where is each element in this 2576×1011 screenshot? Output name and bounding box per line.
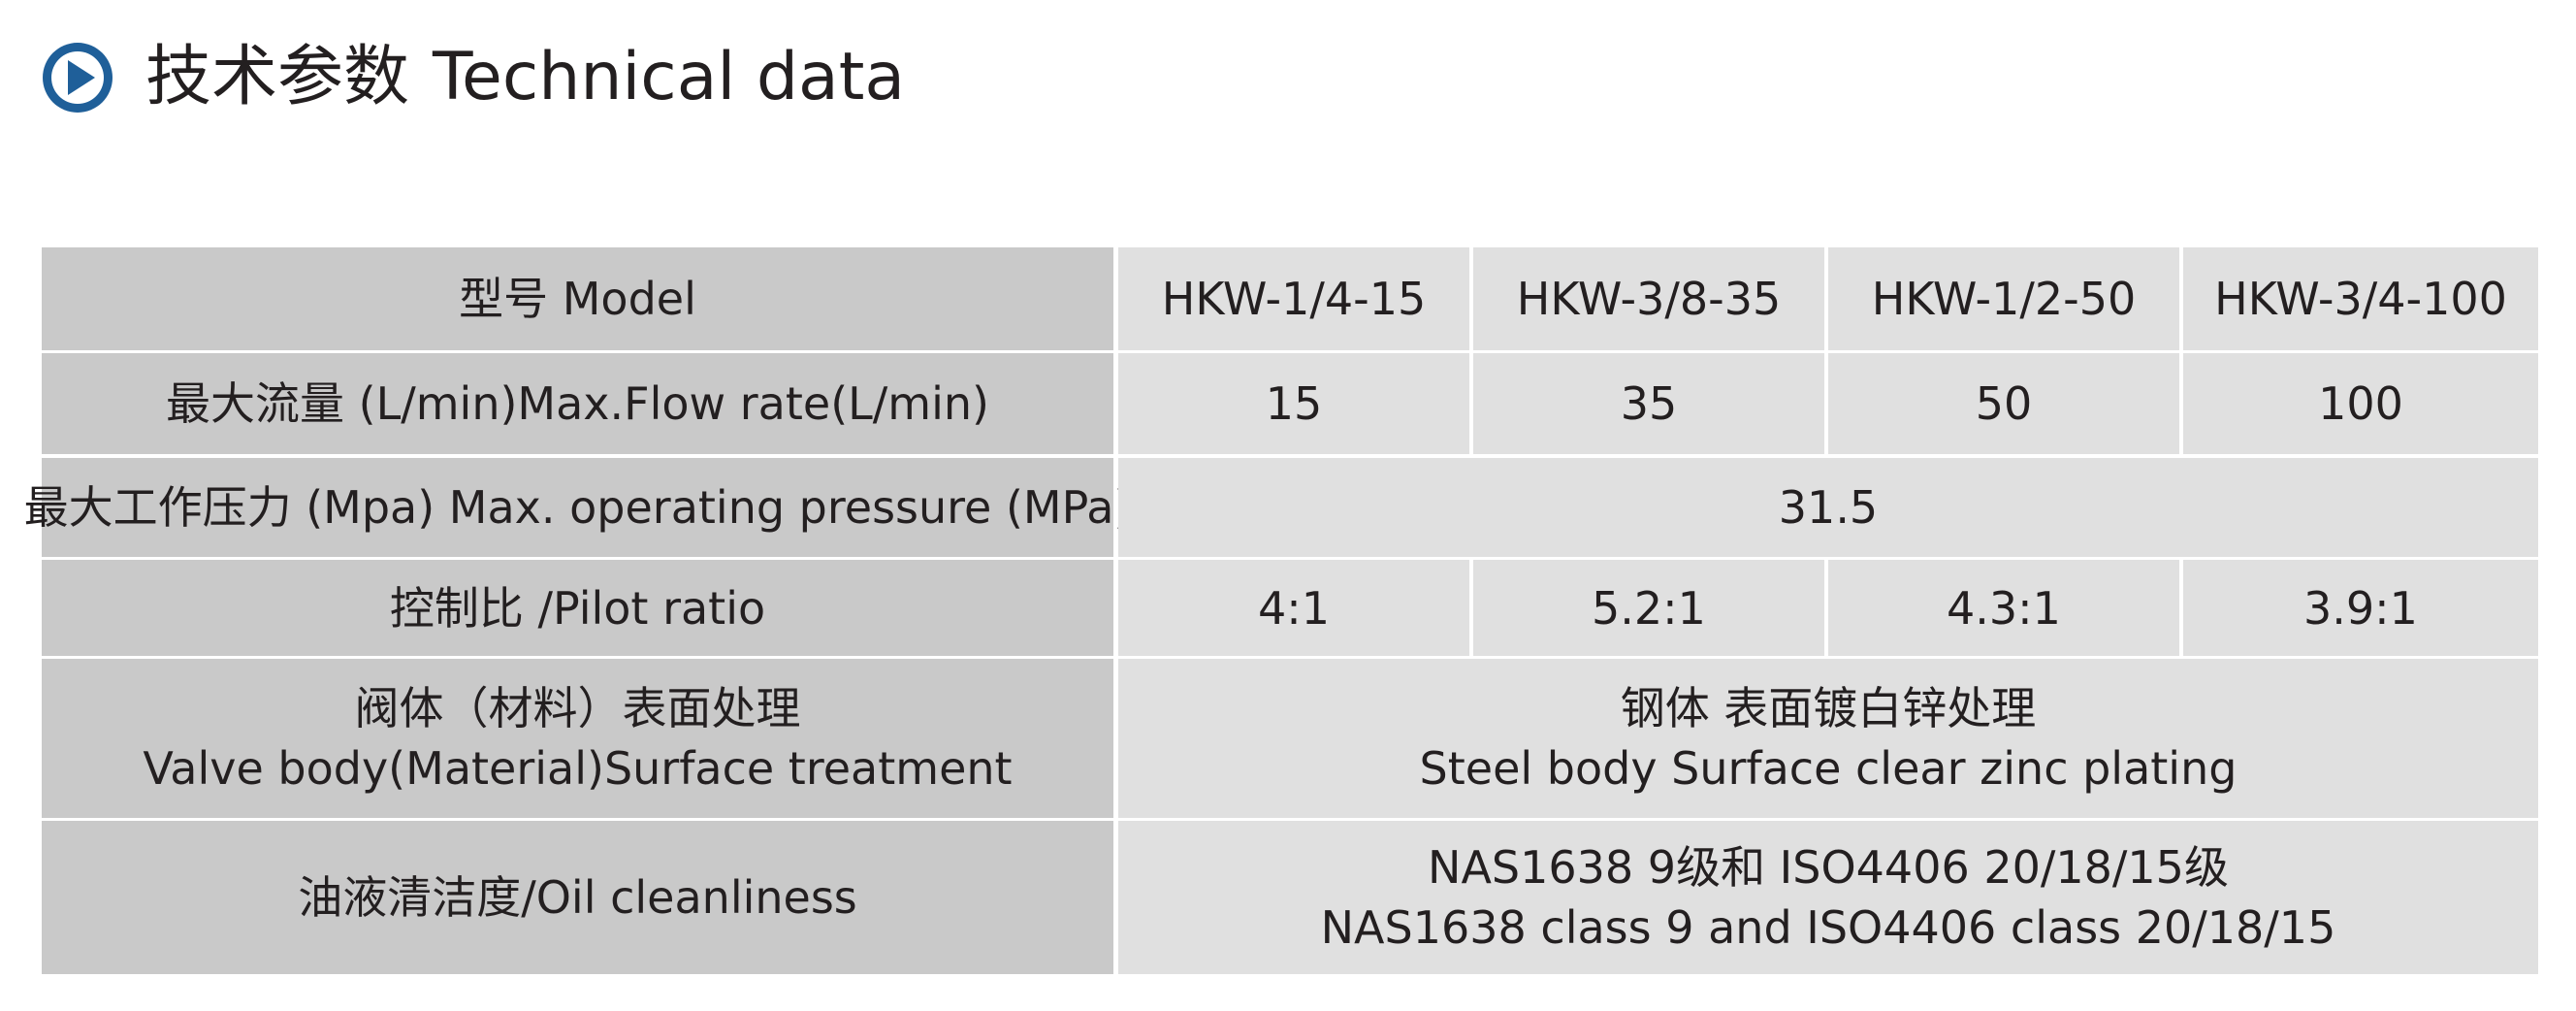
- value-cell: 15: [1118, 353, 1469, 454]
- cell-text: NAS1638 9级和 ISO4406 20/18/15级: [1428, 841, 2229, 894]
- value-cell: HKW-3/8-35: [1473, 247, 1824, 350]
- value-cell: HKW-1/4-15: [1118, 247, 1469, 350]
- cell-text: 4:1: [1257, 581, 1331, 635]
- cell-text: Steel body Surface clear zinc plating: [1419, 742, 2238, 795]
- cell-text: 控制比 /Pilot ratio: [389, 581, 766, 635]
- title-cn: 技术参数: [145, 39, 410, 115]
- cell-text: 最大流量 (L/min)Max.Flow rate(L/min): [166, 377, 989, 430]
- row-label: 型号 Model: [42, 247, 1113, 350]
- row-label: 最大流量 (L/min)Max.Flow rate(L/min): [42, 353, 1113, 454]
- value-cell: 50: [1828, 353, 2179, 454]
- value-cell: 5.2:1: [1473, 560, 1824, 656]
- value-cell: HKW-1/2-50: [1828, 247, 2179, 350]
- value-cell: 4.3:1: [1828, 560, 2179, 656]
- section-title: 技术参数 Technical data: [145, 37, 905, 118]
- value-cell: 3.9:1: [2183, 560, 2538, 656]
- cell-text: 100: [2318, 377, 2403, 430]
- cell-text: 50: [1975, 377, 2033, 430]
- cell-text: 31.5: [1778, 481, 1879, 534]
- cell-text: 钢体 表面镀白锌处理: [1620, 682, 2037, 734]
- value-cell: HKW-3/4-100: [2183, 247, 2538, 350]
- cell-text: 5.2:1: [1592, 581, 1706, 635]
- cell-text: 油液清洁度/Oil cleanliness: [298, 871, 857, 924]
- title-en: Technical data: [433, 39, 906, 115]
- value-cell: 31.5: [1118, 458, 2538, 557]
- cell-text: HKW-3/8-35: [1516, 273, 1782, 325]
- value-cell: 100: [2183, 353, 2538, 454]
- cell-text: 15: [1265, 377, 1323, 430]
- cell-text: HKW-1/2-50: [1871, 273, 2137, 325]
- cell-text: 35: [1620, 377, 1678, 430]
- cell-text: NAS1638 class 9 and ISO4406 class 20/18/…: [1320, 901, 2336, 954]
- cell-text: 最大工作压力 (Mpa) Max. operating pressure (MP…: [23, 481, 1132, 534]
- row-label: 油液清洁度/Oil cleanliness: [42, 821, 1113, 974]
- cell-text: 阀体（材料）表面处理: [354, 682, 801, 734]
- cell-text: Valve body(Material)Surface treatment: [143, 742, 1013, 795]
- row-label: 控制比 /Pilot ratio: [42, 560, 1113, 656]
- cell-text: 3.9:1: [2303, 581, 2418, 635]
- cell-text: HKW-1/4-15: [1161, 273, 1427, 325]
- row-label: 最大工作压力 (Mpa) Max. operating pressure (MP…: [24, 458, 1131, 557]
- value-cell: 钢体 表面镀白锌处理 Steel body Surface clear zinc …: [1118, 659, 2538, 818]
- section-icon: [43, 43, 113, 113]
- row-label: 阀体（材料）表面处理 Valve body(Material)Surface tr…: [42, 659, 1113, 818]
- value-cell: NAS1638 9级和 ISO4406 20/18/15级 NAS1638 cla…: [1118, 821, 2538, 974]
- cell-text: HKW-3/4-100: [2214, 273, 2507, 325]
- value-cell: 4:1: [1118, 560, 1469, 656]
- value-cell: 35: [1473, 353, 1824, 454]
- cell-text: 型号 Model: [459, 273, 696, 325]
- cell-text: 4.3:1: [1947, 581, 2061, 635]
